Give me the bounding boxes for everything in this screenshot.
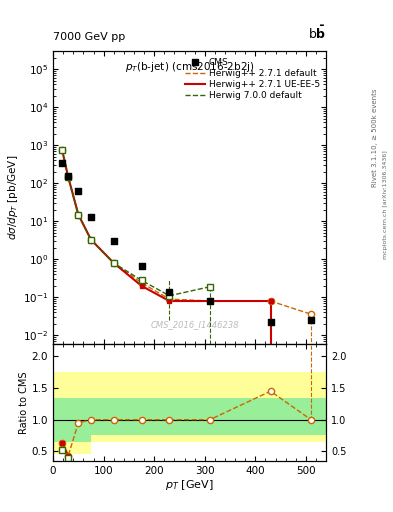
Herwig 7.0.0 default [66,174,71,180]
Herwig 7.0.0 default [208,284,212,290]
Legend: CMS, Herwig++ 2.7.1 default, Herwig++ 2.7.1 UE-EE-5, Herwig 7.0.0 default: CMS, Herwig++ 2.7.1 default, Herwig++ 2.… [182,54,323,104]
Herwig 7.0.0 default [76,211,81,218]
Herwig++ 2.7.1 default [309,311,313,317]
Herwig 7.0.0 default [167,293,172,299]
Herwig 7.0.0 default [89,237,94,243]
CMS [110,237,117,245]
Herwig++ 2.7.1 default [66,174,71,180]
Herwig++ 2.7.1 default [111,260,116,266]
Herwig 7.0.0 default [111,260,116,266]
Text: Rivet 3.1.10, ≥ 500k events: Rivet 3.1.10, ≥ 500k events [372,89,378,187]
Line: Herwig++ 2.7.1 default: Herwig++ 2.7.1 default [62,150,311,314]
Herwig++ 2.7.1 UE-EE-5 [89,237,94,243]
CMS [166,288,173,296]
CMS [308,316,314,324]
Text: CMS_2016_I1446238: CMS_2016_I1446238 [151,320,239,329]
Herwig++ 2.7.1 default [268,298,273,304]
X-axis label: $p_T$ [GeV]: $p_T$ [GeV] [165,478,214,493]
Text: b$\mathbf{\bar{b}}$: b$\mathbf{\bar{b}}$ [308,26,326,42]
Herwig++ 2.7.1 UE-EE-5 [167,298,172,304]
Herwig++ 2.7.1 UE-EE-5 [139,283,144,289]
Herwig++ 2.7.1 default [208,298,212,304]
Text: mcplots.cern.ch [arXiv:1306.3436]: mcplots.cern.ch [arXiv:1306.3436] [383,151,387,259]
CMS [138,262,145,270]
Text: 7000 GeV pp: 7000 GeV pp [53,32,125,42]
CMS [65,172,72,180]
Herwig++ 2.7.1 default [89,237,94,243]
Herwig++ 2.7.1 UE-EE-5 [111,260,116,266]
Herwig++ 2.7.1 UE-EE-5 [60,147,64,153]
Text: $p_T$(b-jet) (cms2016-2b2j): $p_T$(b-jet) (cms2016-2b2j) [125,60,254,74]
Herwig++ 2.7.1 UE-EE-5 [76,211,81,218]
Line: Herwig++ 2.7.1 UE-EE-5: Herwig++ 2.7.1 UE-EE-5 [62,150,270,301]
Herwig++ 2.7.1 default [60,147,64,153]
Herwig++ 2.7.1 UE-EE-5 [66,174,71,180]
Herwig 7.0.0 default [139,278,144,284]
Y-axis label: $d\sigma/dp_T$ [pb/GeV]: $d\sigma/dp_T$ [pb/GeV] [6,155,20,240]
Line: Herwig 7.0.0 default: Herwig 7.0.0 default [62,150,210,296]
Herwig++ 2.7.1 default [167,296,172,302]
CMS [75,187,81,195]
Herwig 7.0.0 default [60,147,64,153]
CMS [267,318,274,327]
Herwig++ 2.7.1 default [76,211,81,218]
CMS [88,213,94,221]
CMS [207,297,213,305]
Y-axis label: Ratio to CMS: Ratio to CMS [19,371,29,434]
Herwig++ 2.7.1 UE-EE-5 [208,298,212,304]
Herwig++ 2.7.1 UE-EE-5 [268,298,273,304]
CMS [59,159,65,167]
Herwig++ 2.7.1 default [139,280,144,286]
